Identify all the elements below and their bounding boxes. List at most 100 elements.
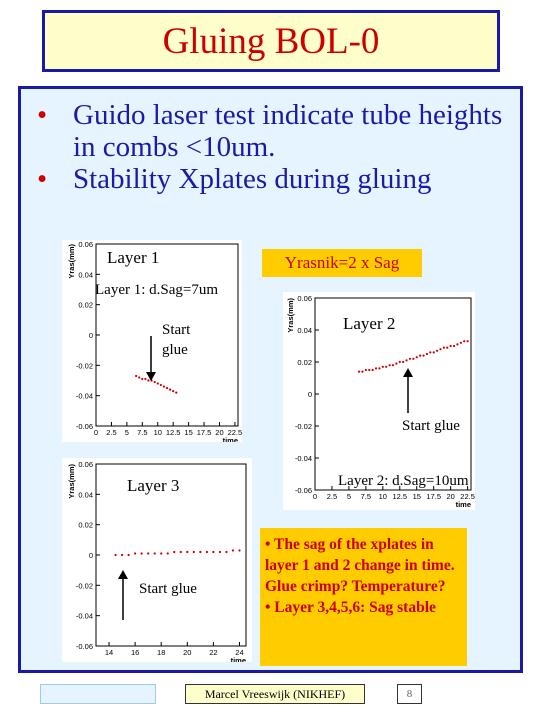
- y-tick-label: 0.06: [78, 240, 93, 249]
- x-axis-label: time: [456, 500, 471, 509]
- layer2-plot: 0.06 0.04 0.02 0 -0.02 -0.04 -0.06 0 2.5 5 7.5 10 12…: [283, 292, 475, 510]
- y-tick-label: 0.06: [78, 460, 93, 469]
- data-point: [153, 552, 156, 555]
- y-tick-label: -0.02: [76, 361, 93, 370]
- bullet-item: • Guido laser test indicate tube heights …: [37, 99, 507, 163]
- data-point: [140, 552, 143, 555]
- bullet-dot-icon: •: [37, 99, 48, 131]
- note-line: • The sag of the xplates in layer 1 and …: [265, 536, 455, 595]
- data-point: [402, 360, 405, 364]
- x-tick-label: 10: [379, 492, 387, 501]
- data-point: [192, 550, 195, 554]
- data-point: [435, 349, 439, 352]
- data-point: [141, 377, 144, 381]
- data-point: [134, 552, 137, 555]
- data-point: [162, 385, 166, 388]
- start-glue-label-1a: Start: [162, 322, 191, 338]
- data-point: [415, 356, 418, 359]
- layer2-sag-label: Layer 2: d.Sag=10um: [338, 473, 469, 489]
- data-point: [439, 348, 442, 351]
- start-glue-label-2: Start glue: [402, 418, 460, 434]
- x-axis-label: time: [231, 656, 246, 662]
- y-tick-label: 0.04: [78, 490, 93, 499]
- data-point: [371, 368, 374, 372]
- x-tick-label: 2.5: [327, 492, 337, 501]
- layer2-chart: 0.060.040.020-0.02-0.04-0.060 2.5 5 7.5 10 12…: [286, 294, 475, 509]
- data-point: [466, 340, 469, 343]
- data-point: [357, 370, 361, 373]
- layer1-chart: 0.060.040.020-0.02-0.04-0.060 2.5 5 7.5 10 12…: [67, 240, 242, 442]
- data-point: [173, 550, 176, 554]
- data-point: [231, 549, 235, 552]
- y-tick-label: 0.04: [78, 270, 93, 279]
- x-tick-label: 2.5: [106, 428, 116, 437]
- data-point: [218, 550, 222, 554]
- x-tick-label: 0: [313, 492, 317, 501]
- y-tick-label: 0: [89, 331, 93, 340]
- data-point: [238, 549, 241, 552]
- bullet-item: • Stability Xplates during gluing: [37, 163, 507, 195]
- data-point: [368, 368, 371, 372]
- x-tick-label: 14: [105, 648, 113, 657]
- layer1-plot: 0.06 0.04 0.02 0 -0.02 -0.04 -0.06 0 2.5 5 7.5 10 12…: [62, 240, 242, 442]
- x-tick-label: 5: [125, 428, 129, 437]
- x-tick-label: 15: [184, 428, 192, 437]
- start-glue-label-3: Start glue: [139, 581, 197, 597]
- layer1-sag-label: Layer 1: d.Sag=7um: [95, 282, 219, 298]
- layer1-label: Layer 1: [107, 248, 160, 267]
- y-tick-label: 0.02: [78, 521, 93, 530]
- x-tick-label: 22.5: [228, 428, 242, 437]
- y-tick-label: -0.06: [295, 486, 312, 495]
- x-tick-label: 22.5: [460, 492, 475, 501]
- data-point: [138, 376, 141, 379]
- data-point: [168, 388, 172, 391]
- x-tick-label: 0: [94, 428, 98, 437]
- layer3-chart: 0.06 0.04 0.02 0 -0.02 -0.04 -0.06 14 16 18 20 22 24…: [67, 460, 247, 662]
- arrow-icon: [118, 570, 128, 620]
- data-point: [199, 550, 202, 554]
- data-point: [463, 340, 466, 343]
- data-point: [395, 362, 398, 365]
- data-point: [205, 550, 208, 554]
- footer-left-box: [40, 684, 156, 704]
- y-tick-label: -0.06: [76, 642, 93, 651]
- layer3-plot: 0.06 0.04 0.02 0 -0.02 -0.04 -0.06 14 16 18 20 22 24…: [62, 458, 252, 662]
- data-point: [144, 377, 147, 381]
- data-point: [153, 380, 156, 384]
- x-tick-label: 22: [209, 648, 217, 657]
- data-point: [212, 550, 215, 554]
- y-axis-label: Yras(mm): [286, 298, 295, 333]
- y-tick-label: 0.02: [78, 301, 93, 310]
- data-point: [127, 553, 130, 557]
- x-tick-label: 17.5: [197, 428, 212, 437]
- x-tick-label: 5: [347, 492, 351, 501]
- data-point: [408, 357, 412, 360]
- data-point: [398, 360, 401, 364]
- y-tick-label: -0.04: [76, 612, 93, 621]
- x-tick-label: 12.5: [392, 492, 407, 501]
- data-point: [425, 352, 429, 356]
- x-tick-label: 20: [446, 492, 454, 501]
- data-point: [385, 365, 388, 368]
- data-point: [459, 341, 462, 344]
- data-point: [378, 367, 381, 370]
- bullet-list: • Guido laser test indicate tube heights …: [37, 99, 507, 195]
- data-point: [432, 351, 435, 354]
- arrow-icon: [403, 368, 413, 413]
- data-point: [381, 365, 384, 368]
- x-tick-label: 12.5: [166, 428, 181, 437]
- x-tick-label: 7.5: [361, 492, 371, 501]
- data-point: [166, 552, 169, 555]
- data-point: [175, 391, 178, 394]
- data-point: [179, 550, 182, 554]
- data-point: [160, 552, 163, 555]
- data-point: [429, 351, 432, 354]
- data-point: [405, 359, 408, 362]
- data-point: [159, 383, 162, 387]
- y-tick-label: -0.02: [76, 581, 93, 590]
- slide-title: Gluing BOL-0: [162, 20, 380, 62]
- y-axis-label: Yras(mm): [67, 464, 76, 499]
- data-point: [442, 346, 445, 349]
- bullet-text: Stability Xplates during gluing: [73, 163, 432, 195]
- bullet-dot-icon: •: [37, 163, 48, 195]
